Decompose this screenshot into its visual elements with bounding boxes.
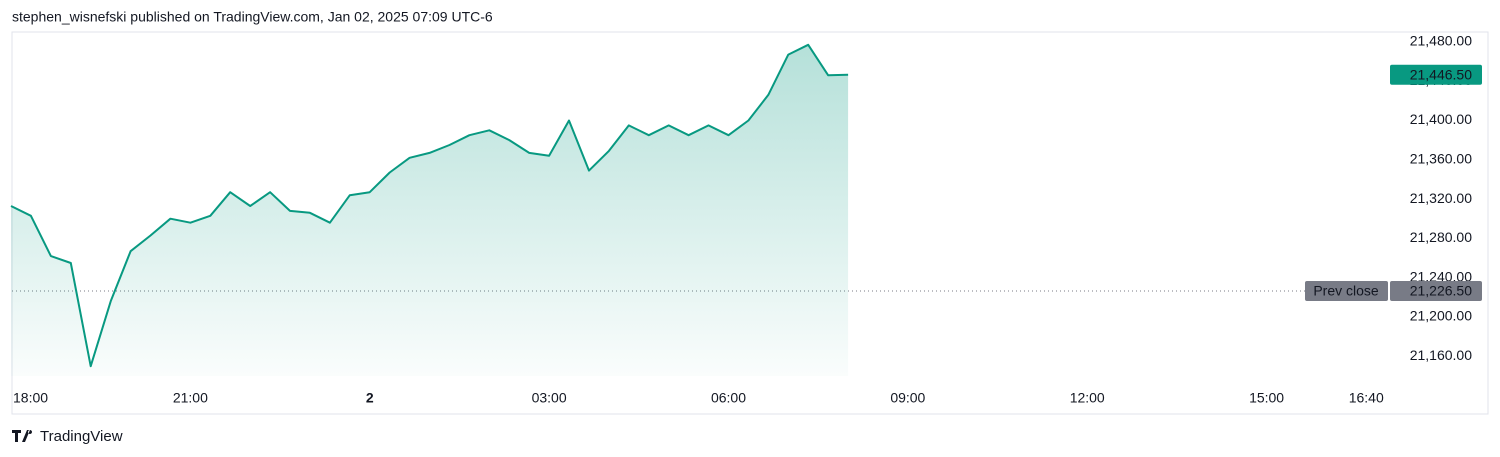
y-tick-label: 21,480.00 bbox=[1410, 33, 1472, 49]
y-tick-label: 21,400.00 bbox=[1410, 111, 1472, 127]
brand: TradingView bbox=[40, 428, 123, 445]
x-tick-label: 16:40 bbox=[1349, 390, 1384, 406]
header: stephen_wisnefski published on TradingVi… bbox=[12, 9, 493, 25]
x-tick-label: 2 bbox=[366, 390, 374, 406]
y-tick-label: 21,280.00 bbox=[1410, 229, 1472, 245]
x-tick-label: 21:00 bbox=[173, 390, 208, 406]
y-tick-label: 21,240.00 bbox=[1410, 268, 1472, 284]
x-tick-label: 18:00 bbox=[13, 390, 48, 406]
price-line bbox=[10, 43, 849, 368]
x-tick-label: 09:00 bbox=[890, 390, 925, 406]
x-tick-label: 03:00 bbox=[532, 390, 567, 406]
last-price-label: 21,446.50 bbox=[1410, 66, 1472, 82]
y-tick-label: 21,200.00 bbox=[1410, 308, 1472, 324]
y-tick-label: 21,160.00 bbox=[1410, 347, 1472, 363]
prev-close-badge bbox=[1305, 280, 1388, 301]
x-tick-label: 06:00 bbox=[711, 390, 746, 406]
area-fill bbox=[11, 44, 849, 377]
y-tick-label: 21,320.00 bbox=[1410, 190, 1472, 206]
x-tick-label: 12:00 bbox=[1070, 390, 1105, 406]
prev-close-value-badge bbox=[1390, 280, 1482, 301]
prev-close-value: 21,226.50 bbox=[1410, 283, 1472, 299]
x-tick-label: 15:00 bbox=[1249, 390, 1284, 406]
y-tick-label: 21,360.00 bbox=[1410, 150, 1472, 166]
prev-close-name: Prev close bbox=[1313, 283, 1379, 299]
logo bbox=[12, 430, 33, 442]
last-price-badge bbox=[1390, 64, 1482, 85]
